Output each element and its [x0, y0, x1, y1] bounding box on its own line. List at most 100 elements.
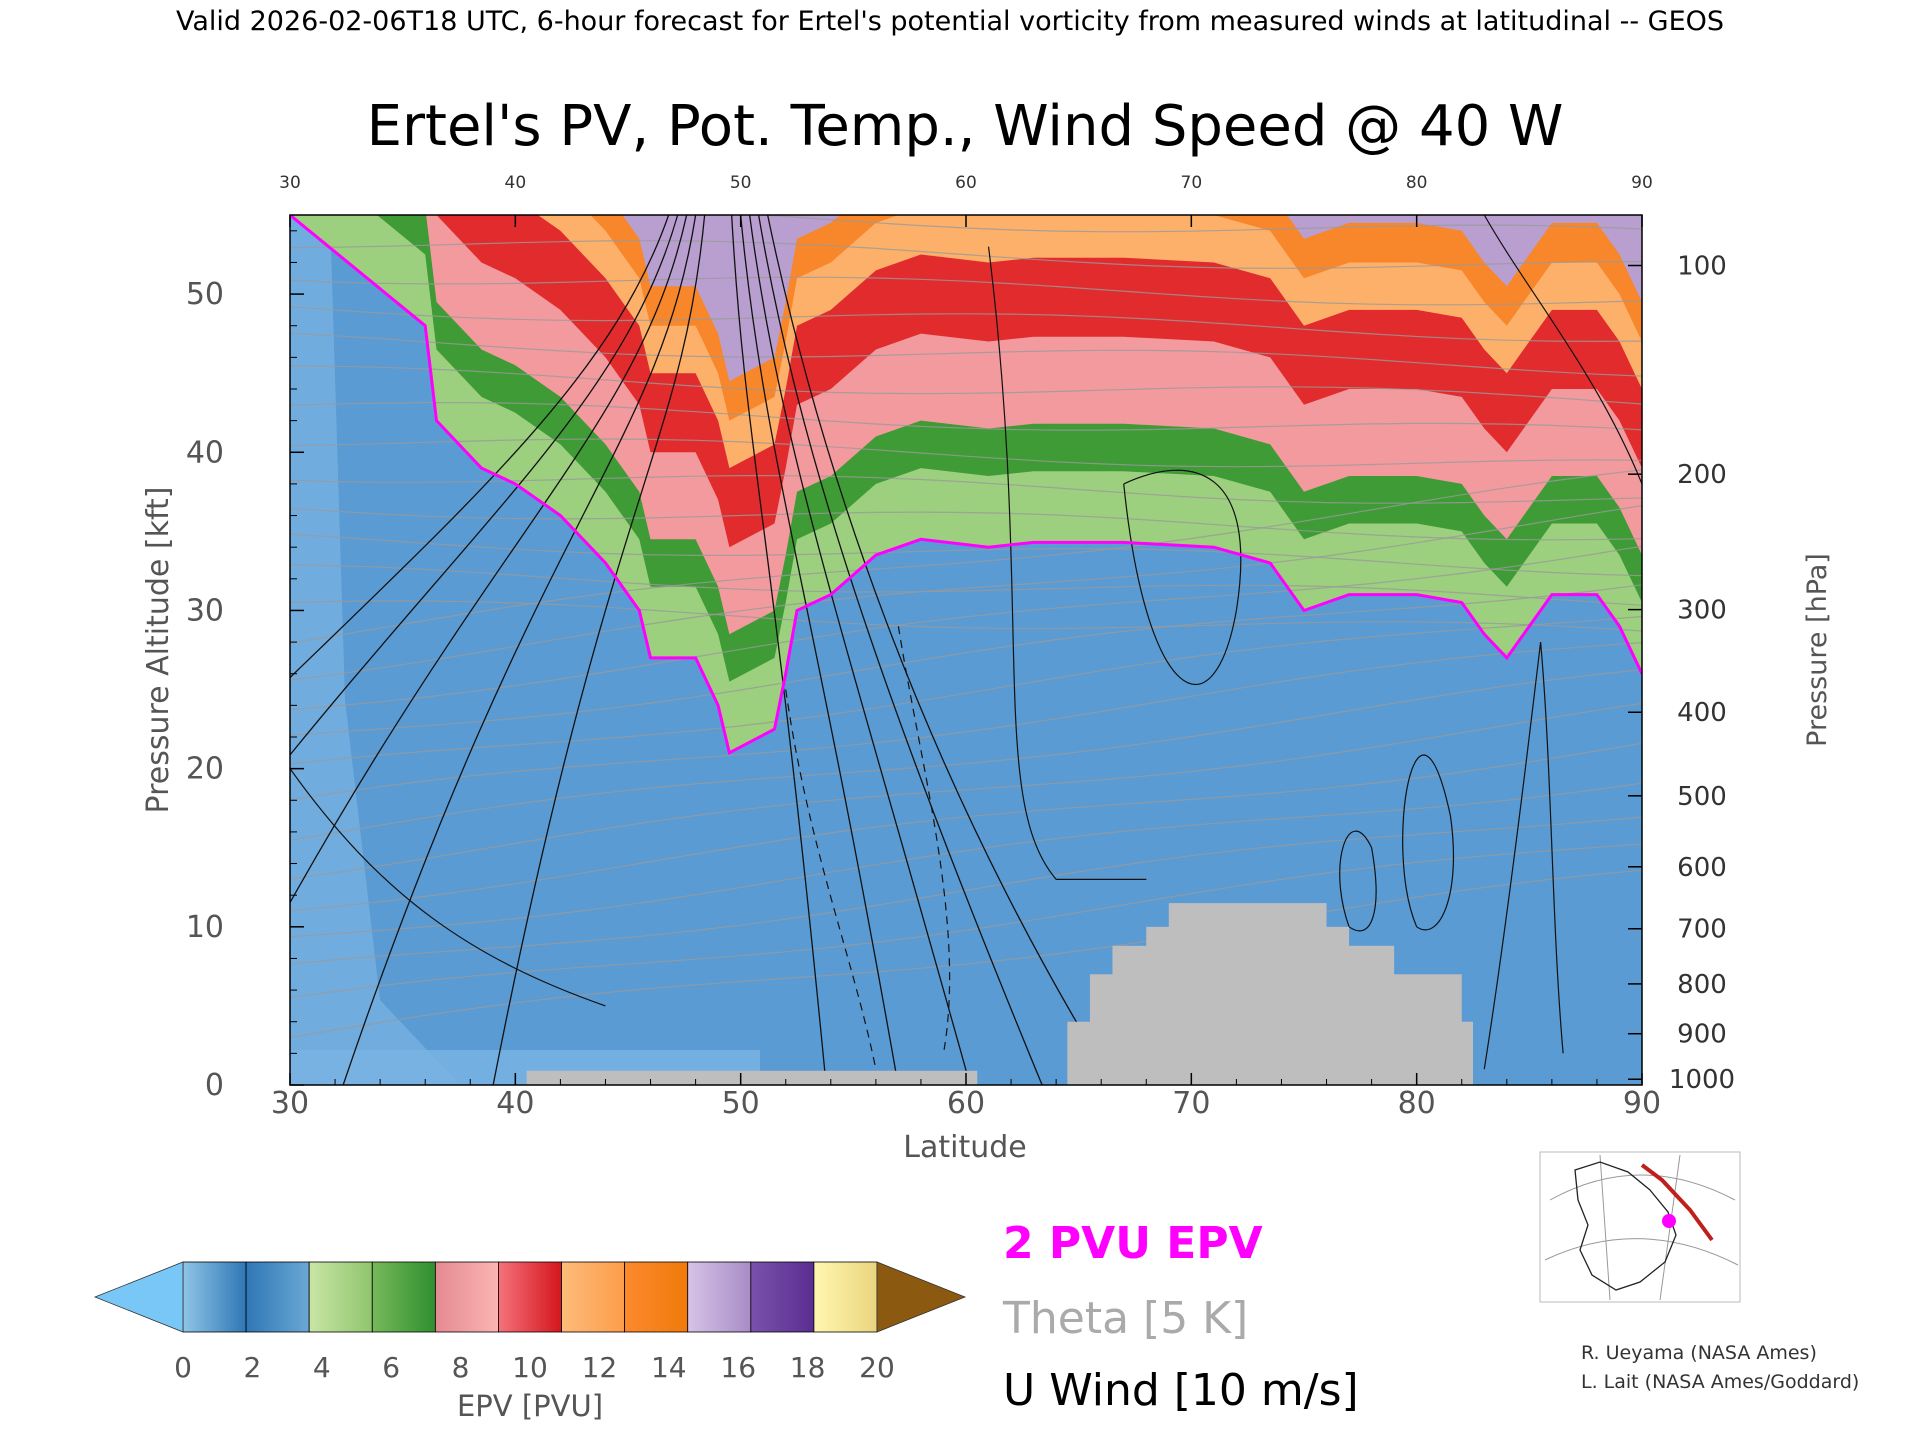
colorbar-tick-label: 8	[452, 1351, 470, 1384]
colorbar-tick-label: 12	[582, 1351, 618, 1384]
wind-contour-negative	[897, 626, 951, 1054]
locator-map-graticule	[1544, 1154, 1739, 1301]
pressure-tick-label: 900	[1677, 1020, 1727, 1050]
colorbar-tick-label: 4	[313, 1351, 331, 1384]
plot-area	[290, 215, 1642, 1085]
x-axis-bottom: 30 40 50 60 70 80 90	[271, 1073, 1661, 1121]
theta-contour	[290, 615, 1642, 765]
theta-contour	[290, 332, 1642, 377]
pressure-tick-label: 100	[1677, 252, 1727, 282]
legend-theta: Theta [5 K]	[1002, 1293, 1248, 1344]
chart-title: Ertel's PV, Pot. Temp., Wind Speed @ 40 …	[367, 94, 1564, 159]
theta-contour	[290, 402, 1642, 431]
x-tick-label: 70	[1172, 1086, 1210, 1121]
theta-contour	[290, 533, 1642, 577]
credit-line-1: R. Ueyama (NASA Ames)	[1581, 1342, 1817, 1364]
pressure-tick-label: 500	[1677, 782, 1727, 812]
theta-contour	[290, 564, 1642, 606]
credit-line-2: L. Lait (NASA Ames/Goddard)	[1581, 1371, 1859, 1393]
x-top-tick-label: 90	[1631, 173, 1653, 193]
terrain-block	[1168, 903, 1327, 1085]
pv-band-12-14	[290, 215, 1642, 421]
colorbar-segment	[434, 1261, 499, 1333]
pv-band-14-16	[290, 215, 1642, 382]
colorbar-tick-label: 10	[512, 1351, 548, 1384]
theta-contour	[290, 507, 1642, 541]
colorbar-segment	[561, 1261, 626, 1333]
colorbar-segment	[813, 1261, 878, 1333]
theta-contour	[290, 642, 1642, 801]
x-top-tick-label: 80	[1406, 173, 1428, 193]
locator-map	[1539, 1151, 1741, 1303]
x-top-tick-label: 60	[955, 173, 977, 193]
colorbar-segment	[750, 1261, 815, 1333]
theta-contour	[290, 474, 1642, 504]
wind-contour	[290, 215, 971, 1085]
theta-contour	[290, 505, 1642, 681]
y-tick-label: 0	[205, 1068, 224, 1103]
theta-contour	[290, 438, 1642, 468]
theta-contour	[290, 869, 1642, 1039]
pressure-tick-label: 400	[1677, 698, 1727, 728]
colorbar-tick-label: 16	[720, 1351, 756, 1384]
theta-contour	[290, 240, 1642, 269]
theta-contour	[290, 742, 1642, 912]
theta-contour	[290, 600, 1642, 632]
colorbar-segment	[245, 1261, 310, 1333]
y-tick-label: 40	[186, 435, 224, 470]
theta-contour	[290, 584, 1642, 736]
x-tick-label: 60	[947, 1086, 985, 1121]
y-tick-label: 30	[186, 593, 224, 628]
x-tick-label: 80	[1398, 1086, 1436, 1121]
x-top-tick-label: 30	[279, 173, 301, 193]
y-axis-label-left: Pressure Altitude [kft]	[141, 487, 176, 814]
pressure-tick-label: 600	[1677, 853, 1727, 883]
pv-band-layer	[290, 215, 1642, 1085]
epv-2pvu-contour	[290, 215, 1642, 756]
theta-contour	[290, 843, 1642, 999]
pressure-tick-label: 700	[1677, 915, 1727, 945]
colorbar-segment	[182, 1261, 247, 1333]
wind-contour	[1123, 469, 1242, 686]
epv-colorbar: 0 2 4 6 8 10 12 14 16 18 20	[93, 1261, 967, 1384]
cross-section-track	[1640, 1163, 1714, 1242]
theta-contour	[290, 782, 1642, 938]
theta-contour	[290, 306, 1642, 343]
colorbar-segment	[308, 1261, 373, 1333]
colorbar-tick-label: 2	[243, 1351, 261, 1384]
wind-contour	[492, 215, 827, 1085]
legend-epv-line: 2 PVU EPV	[1003, 1218, 1263, 1269]
x-top-tick-label: 50	[730, 173, 752, 193]
colorbar-segment	[498, 1261, 562, 1333]
x-tick-label: 90	[1623, 1086, 1661, 1121]
wind-contour	[1402, 754, 1454, 931]
locator-map-coastline	[1574, 1161, 1677, 1291]
terrain-block	[526, 1070, 978, 1085]
colorbar-segment	[371, 1261, 436, 1333]
colorbar-tick-label: 18	[790, 1351, 826, 1384]
theta-contour	[290, 816, 1642, 965]
pressure-tick-label: 200	[1677, 460, 1727, 490]
legend-wind: U Wind [10 m/s]	[1003, 1365, 1359, 1416]
theta-contour	[290, 365, 1642, 405]
x-tick-label: 30	[271, 1086, 309, 1121]
x-axis-label: Latitude	[903, 1130, 1026, 1165]
wind-contour-layer	[290, 215, 1642, 1085]
y-axis-left: 0 10 20 30 40 50	[186, 230, 304, 1103]
wind-contour-negative	[785, 689, 877, 1070]
locator-point	[1662, 1214, 1676, 1228]
y-axis-label-right: Pressure [hPa]	[1802, 553, 1833, 747]
y-tick-label: 20	[186, 752, 224, 787]
pressure-tick-label: 800	[1677, 970, 1727, 1000]
colorbar-tick-label: 20	[859, 1351, 895, 1384]
theta-contour-layer	[290, 215, 1642, 1039]
x-top-tick-label: 40	[505, 173, 527, 193]
y-tick-label: 50	[186, 277, 224, 312]
colorbar-high-extension	[876, 1261, 967, 1333]
theta-contour	[290, 669, 1642, 841]
y-tick-label: 10	[186, 910, 224, 945]
y-axis-right: 1000 900 800 700 600 500 400 300 200 100	[1628, 252, 1735, 1095]
theta-contour	[290, 545, 1642, 711]
wind-contour	[290, 768, 606, 1007]
